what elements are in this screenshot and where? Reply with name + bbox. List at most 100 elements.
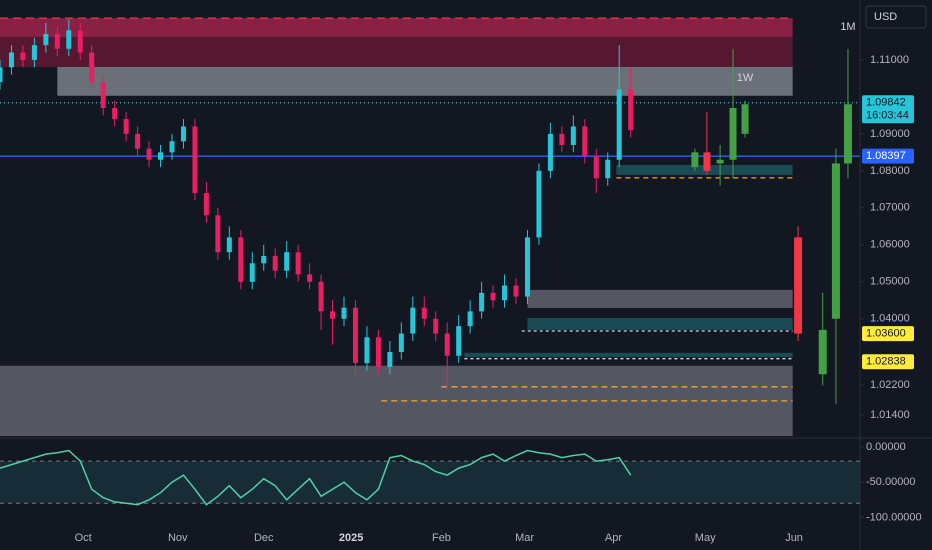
candle-body [123,119,129,134]
x-tick-label: May [695,532,716,544]
candle-body [54,34,60,49]
price-tag [862,95,914,124]
price-tag-time: 16:03:44 [866,110,909,122]
currency[interactable]: USD [874,11,897,23]
candle-body [691,152,699,168]
candle-body [513,285,519,297]
candle-body [192,126,198,194]
candle-body [341,307,347,319]
y-tick-label: 1.02200 [870,379,910,391]
candle-body [284,252,290,271]
zone [0,36,793,67]
candle-body [831,163,840,319]
zone [57,66,793,96]
candle-body [272,255,278,271]
candle-body [31,45,37,60]
candle-body [605,159,611,179]
candle-body [249,263,255,282]
x-tick-label: Mar [515,532,534,544]
candle-body [318,281,324,312]
price-tag-label: 1.08397 [866,150,906,162]
candle-body [410,307,416,334]
currency-box[interactable] [865,5,927,29]
candle-body [421,307,427,319]
candle-body [89,52,95,83]
x-tick-label: Oct [75,532,92,544]
x-tick-label: Feb [432,532,451,544]
candle-body [524,237,530,297]
candle-body [0,67,3,83]
y-tick-label: 1.04000 [870,313,910,325]
candle-body [479,292,485,312]
candle-body [375,337,381,367]
candle-body [66,30,72,49]
candle-body [203,193,209,216]
candle-body [398,333,404,353]
candle-body [547,133,553,171]
y-tick-label: 1.09000 [870,128,910,140]
x-tick-label: 2025 [339,532,363,544]
candle-body [180,126,186,142]
candle-body [307,274,313,282]
y-tick-label: 1.07000 [870,202,910,214]
zone [464,352,793,358]
candle-body [8,52,14,68]
price-tag [862,148,914,164]
osc-tick-label: -50.00000 [866,476,916,488]
osc-tick-label: -100.00000 [866,511,922,523]
candle-body [444,333,450,356]
candle-body [295,252,301,275]
candle-body [433,318,439,334]
y-tick-label: 1.08000 [870,165,910,177]
candle-body [536,170,542,238]
price-tag [862,354,914,370]
candle-body [502,285,508,301]
candle-body [559,133,565,145]
y-tick-label: 1.11000 [870,54,909,66]
candle-body [146,148,152,160]
candle-body [387,352,393,367]
price-tag [862,326,914,342]
candle-body [43,34,49,46]
candle-body [238,237,244,282]
y-tick-label: 1.06000 [870,239,910,251]
candle-body [843,104,852,164]
candle-body [215,215,221,253]
candle-body [364,337,370,364]
candle-body [20,52,26,60]
candle-body [352,307,358,364]
weekly-label: 1W [737,72,754,84]
candle-body [135,133,141,149]
x-tick-label: Nov [168,532,188,544]
candle-body [794,237,803,334]
osc-tick-label: 0.00000 [866,441,906,453]
candle-body [330,311,336,319]
x-tick-label: Apr [605,532,622,544]
candle-body [226,237,232,253]
candle-body [818,329,827,375]
price-pane [0,17,860,436]
candle-body [456,326,462,356]
candle-body [112,107,118,120]
candle-body [716,159,724,164]
candle-body [582,126,588,157]
y-tick-label: 1.05000 [870,276,910,288]
zone [527,318,793,330]
candle-body [593,156,599,179]
candle-body [169,141,175,153]
y-tick-label: 1.01400 [870,409,910,421]
x-tick-label: Jun [785,532,803,544]
price-tag-label: 1.09842 [866,97,906,109]
monthly-label: 1M [840,21,855,33]
oscillator-line [0,449,632,506]
candle-body [100,82,106,108]
x-tick-label: Dec [254,532,274,544]
candle-body [570,126,576,145]
candle-body [616,89,622,160]
zone [0,18,793,37]
candle-body [467,311,473,327]
candle-body [158,152,164,160]
candle-body [729,107,737,160]
